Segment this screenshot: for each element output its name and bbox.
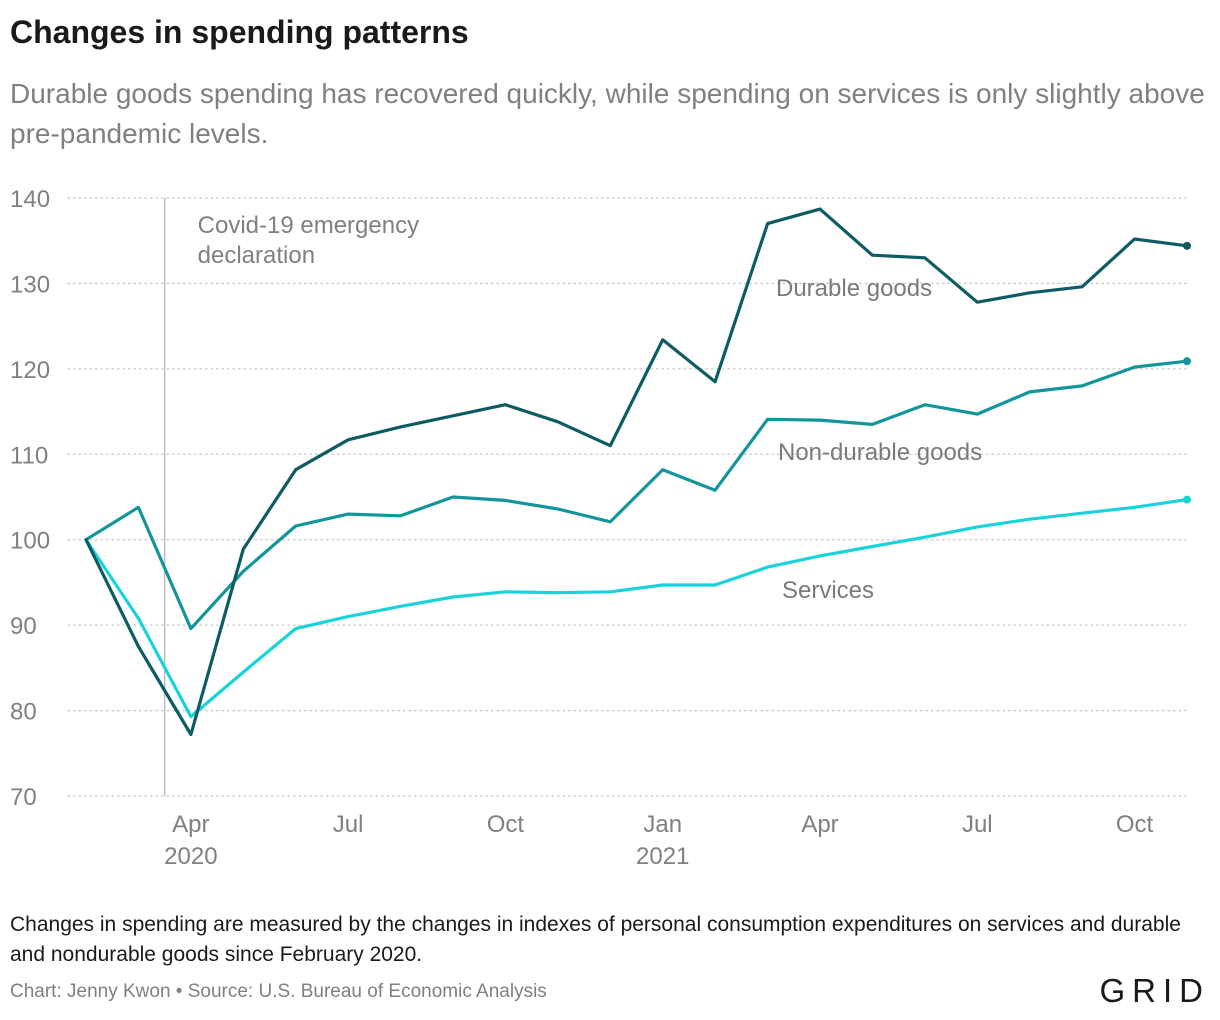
y-tick-label: 130 [10, 271, 50, 298]
series-label-non-durable-goods: Non-durable goods [778, 439, 982, 466]
x-tick-label: Jul [333, 811, 364, 838]
series-line-non-durable-goods [84, 359, 1189, 631]
grid-logo: GRID [1099, 972, 1210, 1009]
y-tick-label: 140 [10, 186, 50, 213]
series-label-services: Services [782, 577, 874, 604]
gridlines [67, 197, 1188, 797]
series-endpoint-non-durable-goods [1183, 357, 1191, 366]
annotation-text: Covid-19 emergency [198, 212, 419, 239]
x-tick-label: 2021 [636, 843, 689, 870]
series-endpoint-services [1183, 495, 1191, 504]
chart-title: Changes in spending patterns [10, 14, 469, 50]
y-tick-label: 70 [10, 784, 37, 811]
y-tick-label: 100 [10, 528, 50, 555]
x-axis: Apr 2020 Jul Oct Jan 2021 Apr Jul Oct [164, 811, 1153, 870]
series-group [84, 207, 1191, 737]
series-label-durable-goods: Durable goods [776, 275, 932, 302]
x-tick-label: Oct [487, 811, 525, 838]
series-line-durable-goods [84, 207, 1189, 737]
chart-note: Changes in spending are measured by the … [10, 913, 1181, 966]
line-chart: Covid-19 emergency declaration 70 80 90 100 1… [10, 186, 1191, 870]
series-labels: Services Non-durable goods Durable goods [776, 275, 982, 604]
y-tick-label: 110 [10, 442, 48, 469]
x-tick-label: Jan [643, 811, 682, 838]
series-endpoint-durable-goods [1183, 241, 1191, 250]
x-tick-label: Apr [172, 811, 209, 838]
chart-subtitle: Durable goods spending has recovered qui… [10, 78, 1205, 149]
series-line-services [84, 498, 1189, 719]
y-axis: 70 80 90 100 110 120 130 140 [10, 186, 50, 811]
x-tick-label: Oct [1116, 811, 1154, 838]
x-tick-label: Apr [801, 811, 838, 838]
x-tick-label: 2020 [164, 843, 217, 870]
source-credit: Chart: Jenny Kwon • Source: U.S. Bureau … [10, 981, 547, 1002]
y-tick-label: 80 [10, 699, 37, 726]
annotation-group: Covid-19 emergency declaration [163, 198, 419, 796]
y-tick-label: 120 [10, 357, 50, 384]
y-tick-label: 90 [10, 613, 37, 640]
x-tick-label: Jul [962, 811, 993, 838]
annotation-text: declaration [198, 242, 315, 269]
